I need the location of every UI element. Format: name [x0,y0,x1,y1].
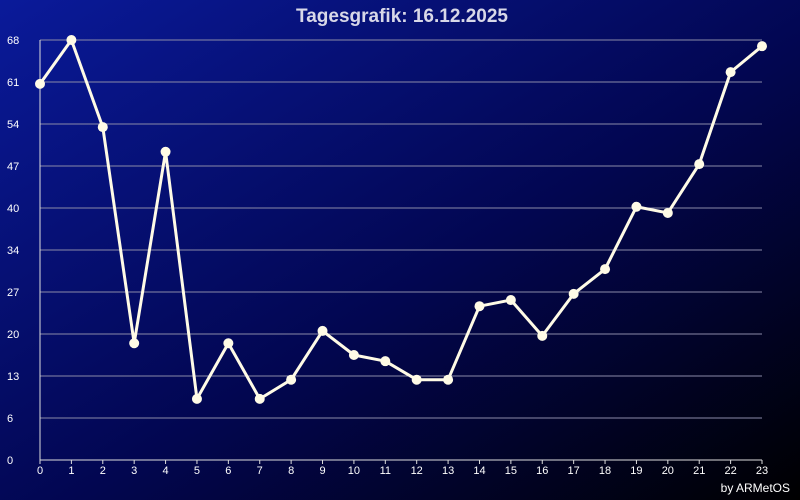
x-tick-label: 20 [662,465,674,477]
data-point [66,35,77,45]
data-line [38,38,763,401]
chart-title: Tagesgrafik: 16.12.2025 [296,6,508,27]
data-point [35,78,45,89]
y-tick-label: 40 [7,203,19,215]
x-tick-label: 14 [473,465,485,477]
data-point [474,301,485,312]
y-tick-label: 20 [7,329,19,341]
x-tick-label: 22 [724,465,736,477]
x-tick-label: 11 [380,465,391,477]
x-tick-label: 4 [163,465,169,477]
x-tick-label: 23 [756,465,768,477]
y-tick-label: 6 [7,413,13,425]
data-point [160,146,171,157]
y-tick-label: 54 [7,119,19,131]
x-tick-label: 17 [568,465,580,477]
data-point [348,350,359,360]
y-tick-label: 61 [7,77,19,89]
x-tick-label: 7 [257,465,263,477]
data-point [97,122,108,133]
data-point [662,207,673,218]
data-point [443,374,454,385]
data-point [568,288,579,299]
x-tick-label: 13 [442,465,454,477]
data-point [537,330,548,341]
y-tick-label: 34 [7,245,19,257]
x-tick-label: 0 [37,465,43,477]
x-tick-label: 6 [225,465,231,477]
x-tick-label: 3 [131,465,137,477]
data-point [694,159,705,170]
x-tick-label: 8 [288,465,294,477]
data-point [757,41,767,52]
data-point [411,374,422,385]
x-tick-label: 9 [319,465,325,477]
x-tick-label: 19 [630,465,642,477]
y-tick-label: 0 [7,455,13,467]
y-tick-label: 13 [7,371,19,383]
y-tick-label: 68 [7,35,19,47]
x-tick-label: 12 [411,465,423,477]
data-point [725,67,736,78]
data-point [380,356,391,367]
data-point [505,295,516,306]
x-tick-label: 5 [194,465,200,477]
x-tick-label: 10 [348,465,360,477]
x-tick-label: 15 [505,465,517,477]
data-point [223,338,234,349]
x-tick-label: 21 [693,465,705,477]
data-point [600,264,611,275]
x-tick-label: 2 [100,465,106,477]
data-point [286,374,297,385]
x-tick-label: 1 [68,465,74,477]
credit: by ARMetOS [721,481,790,495]
y-tick-label: 47 [7,161,19,173]
data-point [129,338,140,349]
x-tick-label: 18 [599,465,611,477]
y-tick-label: 27 [7,287,19,299]
x-tick-label: 16 [536,465,548,477]
data-point [317,325,328,336]
data-point [191,393,202,404]
data-point [631,201,642,212]
data-point [254,393,265,404]
